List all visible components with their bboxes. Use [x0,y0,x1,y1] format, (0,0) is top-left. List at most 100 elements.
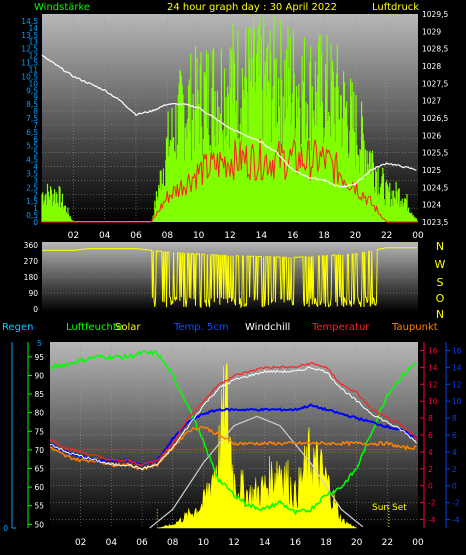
wind-tick-label: 6,5 [26,128,38,137]
wind-tick-label: 8 [33,107,38,116]
humidity-tick-label: 70 [34,446,44,455]
temp5cm-tick-label: 8 [452,414,457,423]
climate-x-tick-label: 20 [351,538,363,548]
climate-x-labels: 02 04 06 08 10 12 14 16 18 20 22 00 [75,538,424,548]
humidity-tick-label: 90 [34,371,44,380]
temp5cm-tick-label: 14 [452,363,462,372]
compass-labels: N W S O N [435,240,446,321]
humidity-tick-label: 75 [34,427,44,436]
climate-axes: 0550556065707580859095-4-20246810121416-… [3,339,462,533]
wind-x-tick-label: 00 [412,231,424,241]
temperature-tick-label: 10 [428,397,438,406]
wind-tick-label: 0 [33,218,38,227]
wind-x-tick-label: 14 [256,231,268,241]
wind-tick-label: 0,5 [26,211,38,220]
wind-x-tick-label: 16 [287,231,299,241]
regen-tick-label: 0 [3,524,8,533]
windchill-line [49,366,417,471]
wind-tick-label: 2,5 [26,183,38,192]
climate-x-tick-label: 04 [106,538,118,548]
humidity-tick-label: 50 [34,520,44,529]
wind-tick-label: 9 [33,93,38,102]
temp5cm-tick-label: 16 [452,346,462,355]
wind-tick-label: 4,5 [26,156,38,165]
wind-tick-label: 3,5 [26,169,38,178]
climate-x-tick-label: 02 [75,538,86,548]
solar-series [149,362,364,529]
wind-tick-label: 12 [28,52,38,61]
temperature-tick-label: 16 [428,346,438,355]
legend-luftfeuchte: Luftfeuchte [66,322,123,333]
pressure-tick-label: 1026,5 [422,114,448,123]
climate-x-tick-label: 00 [412,538,424,548]
legend-regen: Regen [2,322,34,333]
temperature-tick-label: 6 [428,431,433,440]
climate-x-tick-label: 12 [228,538,239,548]
climate-x-tick-label: 16 [290,538,302,548]
climate-series [49,349,418,516]
temp5cm-tick-label: 12 [452,380,462,389]
wind-tick-label: 14 [28,24,38,33]
wind-direction-line [42,247,418,309]
temp5cm-tick-label: -2 [452,499,460,508]
pressure-line [41,54,417,188]
climate-x-tick-label: 08 [167,538,179,548]
legend-temperatur: Temperatur [311,322,370,333]
direction-tick-label: 270 [24,257,39,266]
legend-temp5cm: Temp. 5cm [173,322,229,333]
pressure-tick-label: 1027,5 [422,79,448,88]
temperature-tick-label: 8 [428,414,433,423]
sunset-label: Sun Set [372,503,407,513]
wind-tick-label: 1 [33,204,38,213]
wind-pressure-x-labels: 02 04 06 08 10 12 14 16 18 20 22 00 [68,231,424,241]
wind-tick-label: 3 [33,176,38,185]
solar-measured-area [157,362,358,529]
wind-tick-label: 1,5 [26,197,38,206]
humidity-line [49,349,417,516]
pressure-tick-label: 1024 [422,201,441,210]
direction-tick-label: 90 [28,289,38,298]
humidity-tick-label: 80 [34,409,44,418]
solar-clear-sky-line [149,415,364,529]
humidity-tick-label: 85 [34,390,44,399]
pressure-tick-label: 1026 [422,131,441,140]
pressure-tick-label: 1025 [422,166,441,175]
wind-tick-label: 13,5 [21,31,38,40]
compass-n-bottom: N [436,308,444,321]
compass-w: W [435,258,446,271]
compass-n-top: N [436,240,444,253]
temperature-tick-label: 12 [428,380,438,389]
temp5cm-tick-label: 4 [452,448,457,457]
climate-x-tick-label: 22 [382,538,393,548]
pressure-tick-label: 1028 [422,62,441,71]
pressure-axis-labels: 1023,5 1024 1024,5 1025 1025,5 1026 1026,5 1027… [422,10,448,227]
pressure-tick-label: 1029 [422,27,441,36]
temperature-tick-label: 4 [428,448,433,457]
temp5cm-tick-label: 10 [452,397,462,406]
wind-tick-label: 4 [33,163,38,172]
wind-tick-label: 12,5 [21,45,38,54]
wind-average-series [42,138,418,223]
wind-tick-label: 10 [28,79,38,88]
pressure-series [41,54,417,188]
wind-x-tick-label: 18 [318,231,330,241]
humidity-tick-label: 55 [34,502,44,511]
humidity-tick-label: 60 [34,483,44,492]
temperature-tick-label: 0 [428,482,433,491]
wind-tick-label: 9,5 [26,86,38,95]
wind-tick-label: 7 [33,121,38,130]
pressure-tick-label: 1023,5 [422,218,448,227]
legend-solar: Solar [115,322,141,333]
legend-taupunkt: Taupunkt [391,322,438,333]
wind-tick-label: 2 [33,190,38,199]
humidity-tick-label: 95 [34,353,44,362]
humidity-tick-label: 65 [34,464,44,473]
wind-average-line [42,138,418,223]
pressure-tick-label: 1024,5 [422,183,448,192]
pressure-tick-label: 1028,5 [422,45,448,54]
wind-axis-title: Windstärke [34,2,90,13]
temperature-tick-label: -4 [428,516,436,525]
temperature-tick-label: 14 [428,363,438,372]
legend: Regen Luftfeuchte Solar Temp. 5cm Windch… [2,322,438,333]
